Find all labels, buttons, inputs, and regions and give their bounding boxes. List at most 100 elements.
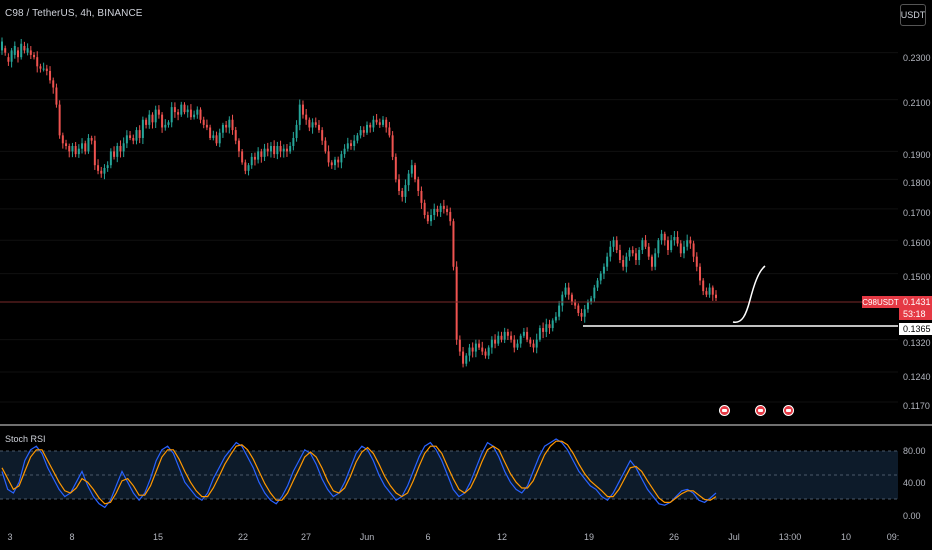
candle-body xyxy=(84,143,87,152)
candle-body xyxy=(119,145,122,152)
candle-body xyxy=(247,165,250,171)
currency-button[interactable]: USDT xyxy=(900,4,926,26)
candle-body xyxy=(221,124,224,133)
symbol-title[interactable]: C98 / TetherUS, 4h, BINANCE xyxy=(5,8,143,19)
time-tick: 6 xyxy=(425,532,431,542)
candle-body xyxy=(538,328,541,340)
candle-body xyxy=(282,148,285,152)
candle-body xyxy=(660,233,663,241)
flag-icon[interactable] xyxy=(783,405,794,416)
indicator-title[interactable]: Stoch RSI xyxy=(5,434,46,444)
candle-body xyxy=(375,119,378,123)
projection-curve[interactable] xyxy=(732,265,766,323)
candle-body xyxy=(526,331,529,340)
candle-body xyxy=(558,305,561,317)
candle-body xyxy=(13,45,16,55)
candle-body xyxy=(574,301,577,306)
candle-body xyxy=(161,114,164,128)
candle-body xyxy=(29,50,32,55)
candle-body xyxy=(490,339,493,348)
candle-body xyxy=(545,324,548,332)
candle-body xyxy=(295,124,298,138)
candle-body xyxy=(542,328,545,332)
candle-body xyxy=(340,154,343,163)
candle-body xyxy=(183,104,186,113)
candle-body xyxy=(439,205,442,212)
candle-body xyxy=(314,122,317,125)
candle-body xyxy=(446,208,449,212)
symbol-price-tag: C98USDT xyxy=(862,296,899,308)
candle-body xyxy=(257,151,260,160)
candle-body xyxy=(260,151,263,157)
candle-body xyxy=(42,68,45,70)
candle-body xyxy=(253,156,256,160)
candle-body xyxy=(676,237,679,244)
candle-body xyxy=(625,256,628,267)
candle-body xyxy=(241,151,244,163)
price-tick: 0.2100 xyxy=(903,98,931,108)
candle-body xyxy=(93,140,96,166)
candle-body xyxy=(231,119,234,131)
candle-body xyxy=(170,107,173,123)
candle-body xyxy=(349,143,352,146)
time-tick: Jul xyxy=(728,532,740,542)
stoch-d-line xyxy=(1,440,717,505)
candle-body xyxy=(212,135,215,138)
candle-body xyxy=(157,109,160,115)
candle-body xyxy=(39,66,42,69)
candle-body xyxy=(698,266,701,281)
candle-body xyxy=(234,130,237,141)
candle-body xyxy=(49,70,52,81)
candle-body xyxy=(116,145,119,157)
time-tick: 13:00 xyxy=(778,532,802,542)
candle-body xyxy=(702,280,705,292)
candle-body xyxy=(263,148,266,157)
candle-body xyxy=(273,145,276,155)
candle-body xyxy=(471,347,474,352)
candle-body xyxy=(695,256,698,267)
candle-body xyxy=(404,185,407,197)
candle-body xyxy=(705,291,708,295)
candle-body xyxy=(510,335,513,340)
candle-body xyxy=(167,122,170,125)
candle-body xyxy=(711,287,714,295)
candle-body xyxy=(654,253,657,267)
candle-body xyxy=(362,130,365,133)
candle-body xyxy=(90,137,93,141)
candle-body xyxy=(414,165,417,180)
candle-body xyxy=(173,107,176,113)
candle-body xyxy=(503,331,506,340)
candle-body xyxy=(321,130,324,141)
flag-icon[interactable] xyxy=(755,405,766,416)
candle-body xyxy=(113,151,116,157)
candle-body xyxy=(708,287,711,295)
candle-body xyxy=(61,135,64,144)
candle-body xyxy=(23,45,26,51)
candle-body xyxy=(58,104,61,136)
time-tick: 22 xyxy=(237,532,249,542)
candle-body xyxy=(647,246,650,257)
flag-icon[interactable] xyxy=(719,405,730,416)
candle-body xyxy=(199,109,202,120)
candle-body xyxy=(564,287,567,295)
candle-body xyxy=(638,250,641,260)
price-tick: 0.1600 xyxy=(903,238,931,248)
candle-body xyxy=(186,109,189,113)
time-tick: 26 xyxy=(668,532,680,542)
stoch-band-fill xyxy=(0,451,898,499)
candle-body xyxy=(442,205,445,209)
candle-body xyxy=(298,104,301,125)
candle-body xyxy=(135,130,138,141)
candle-body xyxy=(33,54,36,58)
time-tick: 15 xyxy=(152,532,164,542)
candle-body xyxy=(468,347,471,356)
candle-body xyxy=(177,112,180,115)
candle-body xyxy=(458,339,461,352)
candle-body xyxy=(535,339,538,348)
support-level-label: 0.1365 xyxy=(899,323,932,335)
grid xyxy=(0,52,898,403)
candle-body xyxy=(122,143,125,152)
candle-body xyxy=(522,331,525,336)
candle-body xyxy=(77,148,80,155)
